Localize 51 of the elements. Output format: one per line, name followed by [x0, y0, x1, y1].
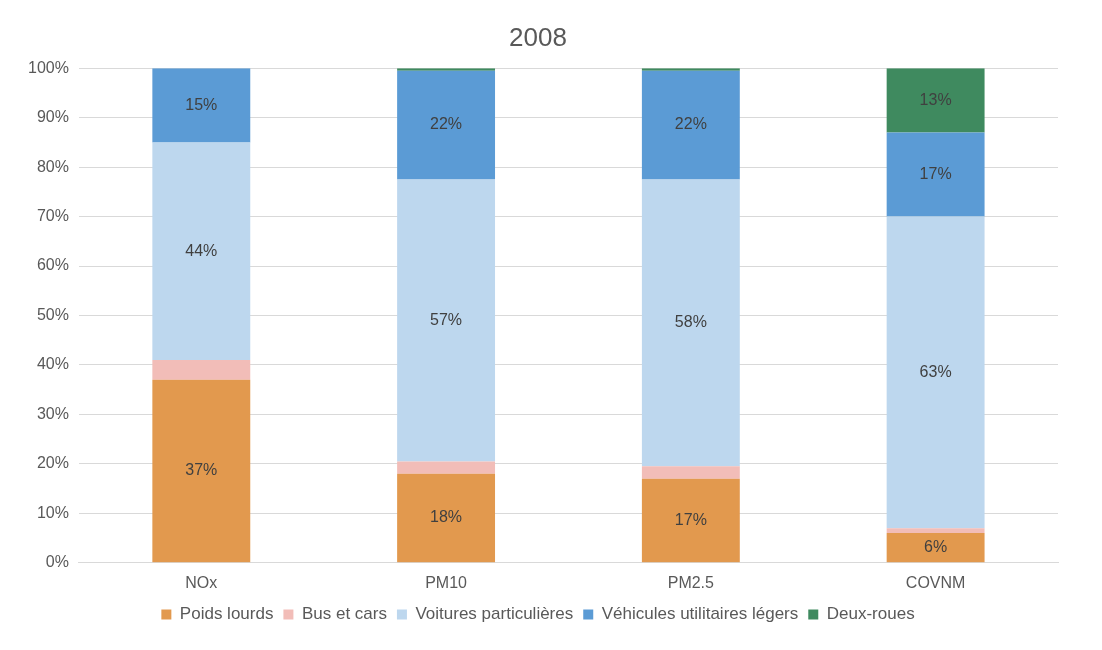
legend-label: Deux-roues	[826, 604, 915, 624]
data-label: 17%	[674, 510, 707, 528]
data-label: 57%	[430, 310, 463, 328]
legend-label: Bus et cars	[301, 604, 387, 624]
bar	[397, 461, 496, 474]
bar	[886, 68, 985, 133]
data-label: 17%	[919, 164, 952, 182]
bar	[641, 478, 740, 563]
x-tick-label: PM2.5	[667, 573, 715, 591]
x-tick-label: NOx	[185, 573, 218, 591]
bar	[152, 360, 251, 380]
data-label: 44%	[185, 241, 218, 259]
x-tick-label: PM10	[425, 573, 468, 591]
data-label: 22%	[674, 115, 707, 133]
bar	[886, 528, 985, 534]
bar	[886, 533, 985, 563]
x-tick-label: COVNM	[905, 573, 966, 591]
data-label: 18%	[430, 508, 463, 526]
y-tick-label: 0%	[45, 553, 69, 571]
y-tick-label: 30%	[36, 404, 69, 422]
bar	[397, 473, 496, 563]
bar	[152, 68, 251, 143]
y-tick-label: 60%	[36, 256, 69, 274]
bar	[152, 142, 251, 361]
y-tick-label: 80%	[36, 157, 69, 175]
bar	[886, 216, 985, 529]
bar	[886, 132, 985, 217]
y-tick-label: 90%	[36, 108, 69, 126]
y-tick-label: 100%	[28, 58, 69, 76]
y-tick-label: 40%	[36, 355, 69, 373]
y-tick-label: 10%	[36, 503, 69, 521]
data-label: 22%	[430, 115, 463, 133]
data-label: 15%	[185, 95, 218, 113]
bar	[152, 379, 251, 563]
y-tick-label: 20%	[36, 454, 69, 472]
bar	[641, 70, 740, 180]
data-label: 13%	[919, 90, 952, 108]
bar	[397, 179, 496, 462]
legend-label: Véhicules utilitaires légers	[601, 604, 799, 624]
bar	[641, 179, 740, 467]
y-tick-label: 70%	[36, 206, 69, 224]
data-label: 6%	[924, 538, 948, 556]
y-tick-label: 50%	[36, 305, 69, 323]
bar	[641, 466, 740, 479]
legend-label: Poids lourds	[179, 604, 274, 624]
legend-label: Voitures particulières	[415, 604, 574, 624]
data-label: 58%	[674, 313, 707, 331]
data-label: 37%	[185, 461, 218, 479]
bar	[397, 70, 496, 180]
chart-title: 2008	[509, 21, 567, 52]
data-label: 63%	[919, 362, 952, 380]
